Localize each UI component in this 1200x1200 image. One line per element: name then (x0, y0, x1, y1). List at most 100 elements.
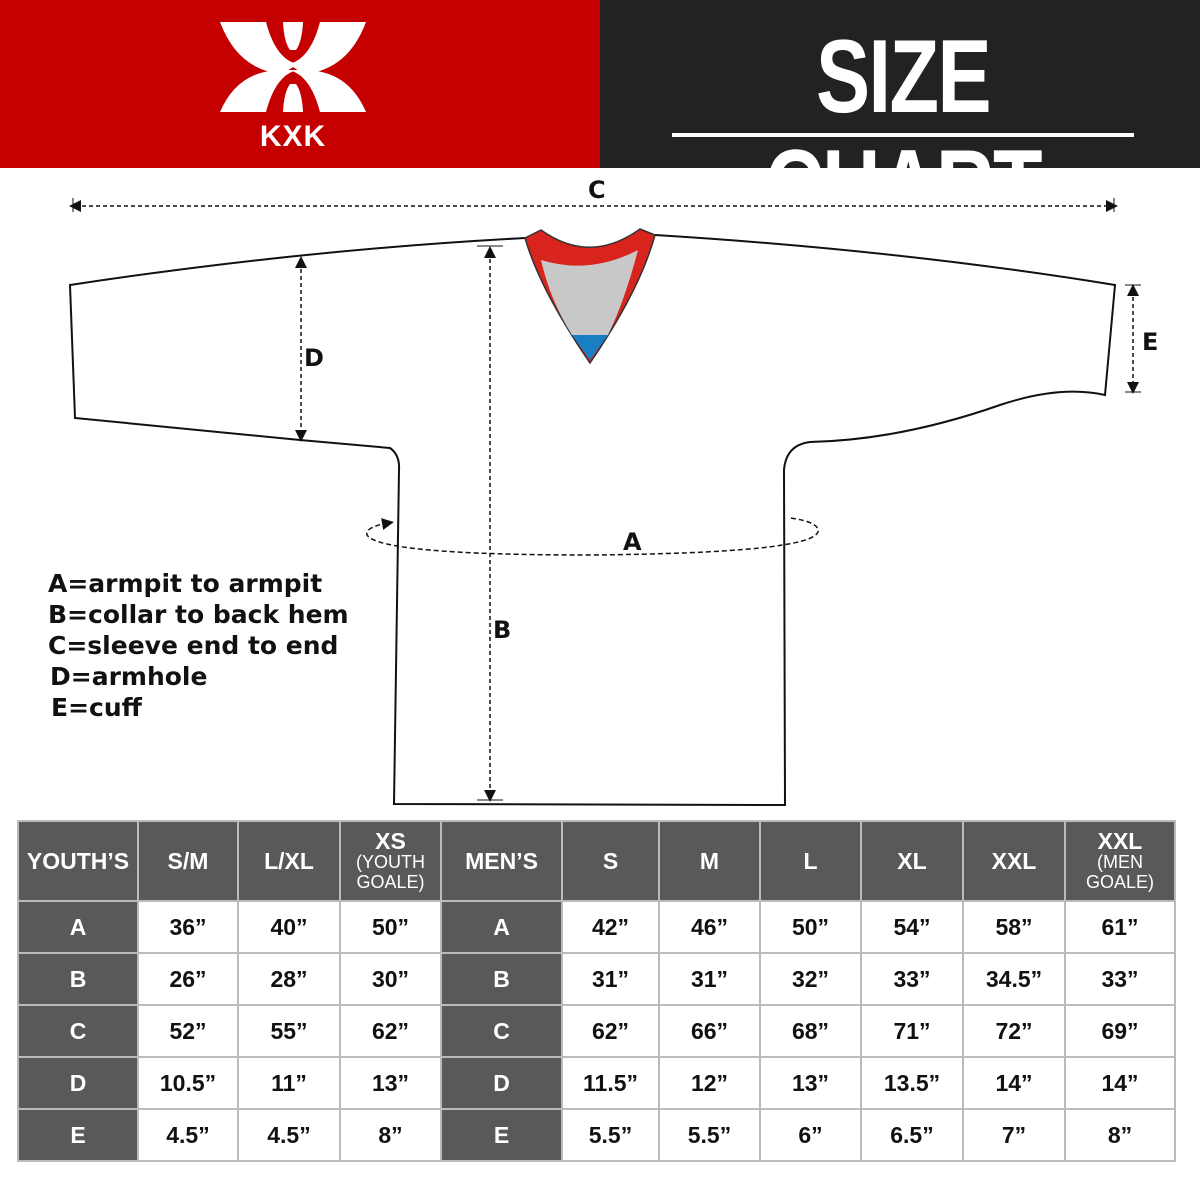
table-cell: 28” (239, 954, 339, 1004)
table-cell: 5.5” (660, 1110, 759, 1160)
men-header: MEN’S (442, 822, 561, 900)
table-cell: 52” (139, 1006, 237, 1056)
table-cell: 61” (1066, 902, 1174, 952)
table-cell: 30” (341, 954, 440, 1004)
title-banner (600, 0, 1200, 168)
jersey-outline (68, 234, 1117, 807)
table-cell: 36” (139, 902, 237, 952)
table-cell: 34.5” (964, 954, 1064, 1004)
table-cell: 54” (862, 902, 962, 952)
column-header-sublabel: (MEN GOALE) (1085, 852, 1155, 892)
table-cell: 6” (761, 1110, 860, 1160)
column-header: L (761, 822, 860, 900)
table-row: C 52” 55” 62” C 62” 66” 68” 71” 72” 69” (19, 1006, 1174, 1056)
table-cell: 31” (563, 954, 658, 1004)
youth-header: YOUTH’S (19, 822, 137, 900)
size-table: YOUTH’S S/M L/XL XS (YOUTH GOALE) MEN’S S M L XL X… (17, 820, 1176, 1162)
legend-item-e: E=cuff (51, 693, 142, 722)
table-cell: 4.5” (139, 1110, 237, 1160)
table-cell: 50” (761, 902, 860, 952)
table-cell: 7” (964, 1110, 1064, 1160)
column-header: XXL (964, 822, 1064, 900)
column-header-label: MEN’S (465, 848, 538, 874)
table-cell: 8” (341, 1110, 440, 1160)
table-cell: 69” (1066, 1006, 1174, 1056)
table-cell: 66” (660, 1006, 759, 1056)
table-cell: 13” (761, 1058, 860, 1108)
table-cell: 31” (660, 954, 759, 1004)
table-cell: 13.5” (862, 1058, 962, 1108)
table-cell: 55” (239, 1006, 339, 1056)
table-cell: 11.5” (563, 1058, 658, 1108)
table-row: D 10.5” 11” 13” D 11.5” 12” 13” 13.5” 14” 14” (19, 1058, 1174, 1108)
row-label: C (19, 1006, 137, 1056)
label-c: C (588, 176, 606, 204)
table-cell: 50” (341, 902, 440, 952)
page-title: SIZE CHART (764, 19, 1043, 245)
table-cell: 40” (239, 902, 339, 952)
column-header: XL (862, 822, 962, 900)
table-cell: 13” (341, 1058, 440, 1108)
column-header-label: S/M (167, 848, 209, 874)
row-label: C (442, 1006, 561, 1056)
column-header: S (563, 822, 658, 900)
kxk-logo: KXK (218, 20, 368, 153)
table-cell: 10.5” (139, 1058, 237, 1108)
table-cell: 46” (660, 902, 759, 952)
row-label: B (19, 954, 137, 1004)
table-cell: 8” (1066, 1110, 1174, 1160)
row-label: A (19, 902, 137, 952)
column-header: XXL (MEN GOALE) (1066, 822, 1174, 900)
table-cell: 62” (563, 1006, 658, 1056)
column-header-label: XS (375, 828, 406, 854)
title-underline (672, 133, 1134, 137)
brand-name: KXK (259, 120, 327, 153)
table-cell: 4.5” (239, 1110, 339, 1160)
table-cell: 72” (964, 1006, 1064, 1056)
table-header-row: YOUTH’S S/M L/XL XS (YOUTH GOALE) MEN’S S M L XL X… (19, 822, 1174, 900)
legend-item-d: D=armhole (50, 662, 208, 691)
label-b: B (493, 616, 512, 644)
table-row: B 26” 28” 30” B 31” 31” 32” 33” 34.5” 33” (19, 954, 1174, 1004)
table-cell: 32” (761, 954, 860, 1004)
table-cell: 11” (239, 1058, 339, 1108)
table-cell: 26” (139, 954, 237, 1004)
table-cell: 14” (964, 1058, 1064, 1108)
table-cell: 14” (1066, 1058, 1174, 1108)
label-d: D (304, 344, 324, 372)
column-header-label: L/XL (264, 848, 314, 874)
table-cell: 33” (1066, 954, 1174, 1004)
table-cell: 33” (862, 954, 962, 1004)
column-header-label: XXL (991, 848, 1037, 874)
column-header-sublabel: (YOUTH GOALE) (356, 852, 425, 892)
measurement-legend: A=armpit to armpit B=collar to back hem … (48, 568, 349, 723)
table-row: A 36” 40” 50” A 42” 46” 50” 54” 58” 61” (19, 902, 1174, 952)
legend-item-c: C=sleeve end to end (48, 631, 339, 660)
column-header: M (660, 822, 759, 900)
table-cell: 68” (761, 1006, 860, 1056)
brand-banner: KXK (0, 0, 600, 168)
table-row: E 4.5” 4.5” 8” E 5.5” 5.5” 6” 6.5” 7” 8” (19, 1110, 1174, 1160)
legend-item-a: A=armpit to armpit (48, 569, 323, 598)
table-cell: 12” (660, 1058, 759, 1108)
table-cell: 58” (964, 902, 1064, 952)
table-cell: 6.5” (862, 1110, 962, 1160)
column-header: XS (YOUTH GOALE) (341, 822, 440, 900)
legend-item-b: B=collar to back hem (48, 600, 349, 629)
row-label: E (19, 1110, 137, 1160)
row-label: D (442, 1058, 561, 1108)
jersey-diagram (68, 198, 1141, 807)
column-header-label: S (602, 848, 619, 874)
table-cell: 71” (862, 1006, 962, 1056)
table-cell: 42” (563, 902, 658, 952)
column-header: L/XL (239, 822, 339, 900)
label-a: A (623, 528, 642, 556)
column-header-label: L (803, 848, 818, 874)
column-header-label: XXL (1097, 828, 1143, 854)
column-header-label: YOUTH’S (26, 848, 130, 874)
column-header-label: M (699, 848, 720, 874)
measure-a-line (366, 517, 819, 556)
row-label: A (442, 902, 561, 952)
column-header-label: XL (897, 848, 927, 874)
row-label: D (19, 1058, 137, 1108)
